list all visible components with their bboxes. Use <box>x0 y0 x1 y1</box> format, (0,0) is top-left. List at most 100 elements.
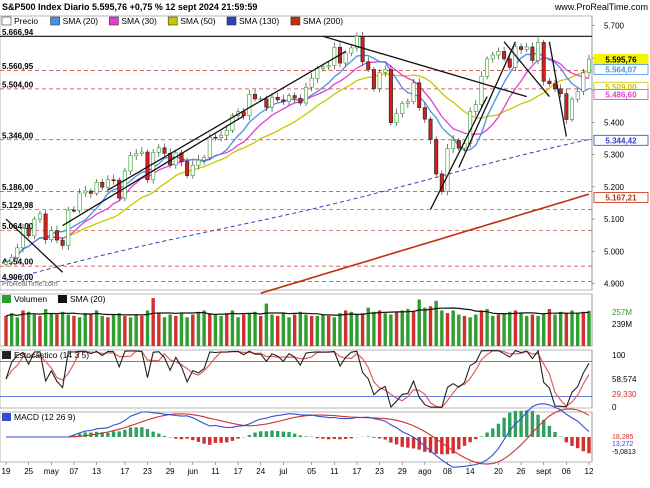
volume-bar <box>406 309 409 346</box>
volume-bar <box>451 310 454 346</box>
candle-body <box>519 47 522 50</box>
macd-hist-bar <box>106 433 109 437</box>
candle-body <box>553 84 556 89</box>
candle-body <box>508 59 511 67</box>
volume-bar <box>316 316 319 346</box>
volume-bar <box>525 316 528 346</box>
legend-swatch <box>2 413 11 421</box>
volume-bar <box>333 317 336 346</box>
volume-bar <box>89 315 92 346</box>
level-label: 5.560,95 <box>2 62 34 71</box>
volume-bar <box>282 313 285 346</box>
volume-bar <box>95 310 98 346</box>
candle-body <box>412 83 415 102</box>
macd-hist-bar <box>401 437 404 447</box>
last-value-label: 5.564,07 <box>605 65 637 74</box>
volume-bar <box>361 313 364 346</box>
candle-body <box>587 59 590 73</box>
candle-body <box>265 99 268 107</box>
volume-bar <box>502 313 505 346</box>
legend-label: Precio <box>14 16 38 26</box>
volume-bar <box>55 315 58 346</box>
candle-body <box>151 152 154 179</box>
price-tick-label: 5.200 <box>604 183 625 192</box>
volume-bar <box>514 310 517 346</box>
macd-hist-bar <box>440 437 443 454</box>
candle-body <box>401 103 404 113</box>
x-tick-label: jun <box>186 467 198 476</box>
candle-body <box>485 59 488 76</box>
x-tick-label: 13 <box>92 467 101 476</box>
stoch-d-last: 29,330 <box>612 390 637 399</box>
macd-hist-bar <box>185 437 188 439</box>
volume-bar <box>236 317 239 346</box>
volume-bar <box>163 317 166 346</box>
volume-bar <box>101 316 104 346</box>
macd-hist-bar <box>293 434 296 437</box>
x-tick-label: 08 <box>443 467 452 476</box>
candle-body <box>163 148 166 153</box>
volume-bar <box>304 315 307 346</box>
candle-body <box>378 72 381 88</box>
volume-bar <box>225 313 228 346</box>
volume-bar <box>468 317 471 346</box>
macd-hist-bar <box>389 437 392 443</box>
volume-bar <box>146 310 149 346</box>
volume-bar <box>118 313 121 346</box>
volume-bar <box>208 313 211 346</box>
volume-bar <box>519 313 522 346</box>
volume-bar <box>276 316 279 346</box>
macd-hist-bar <box>134 427 137 437</box>
candle-body <box>282 100 285 102</box>
volume-legend-label: Volumen <box>14 294 47 304</box>
volume-bar <box>559 312 562 346</box>
macd-hist-bar <box>350 437 353 438</box>
candle-body <box>287 96 290 102</box>
last-value-label: 5.595,76 <box>605 55 637 64</box>
x-tick-label: 20 <box>494 467 503 476</box>
price-tick-label: 4.900 <box>604 280 625 289</box>
macd-hist-bar <box>236 437 239 439</box>
macd-hist-bar <box>248 435 251 437</box>
volume-bar <box>508 312 511 346</box>
candle-body <box>446 148 449 191</box>
volume-bar <box>61 312 64 346</box>
macd-hist-bar <box>180 437 183 439</box>
candle-body <box>429 119 432 139</box>
volume-bar <box>168 315 171 346</box>
volume-bar <box>389 315 392 346</box>
candle-body <box>140 152 143 154</box>
candle-body <box>253 94 256 99</box>
candle-body <box>276 97 279 100</box>
volume-bar <box>265 304 268 346</box>
volume-bar <box>378 310 381 346</box>
candle-body <box>55 231 58 240</box>
volume-bar <box>214 315 217 346</box>
x-tick-label: 17 <box>352 467 361 476</box>
volume-bar <box>259 316 262 346</box>
candle-body <box>67 210 70 245</box>
volume-bar <box>395 312 398 346</box>
volume-bar <box>151 298 154 346</box>
macd-hist-bar <box>372 437 375 438</box>
volume-bar <box>338 313 341 346</box>
candle-body <box>542 42 545 81</box>
candle-body <box>525 47 528 50</box>
macd-legend-label: MACD (12 26 9) <box>14 412 76 422</box>
chart-title: S&P500 Index Diario 5.595,76 +0,75 % 12 … <box>2 2 257 12</box>
macd-hist-bar <box>333 437 336 439</box>
volume-bar <box>44 309 47 346</box>
volume-bar <box>485 309 488 346</box>
macd-hist-bar <box>276 431 279 437</box>
macd-hist-bar <box>304 436 307 437</box>
x-tick-label: 23 <box>375 467 384 476</box>
candle-body <box>367 62 370 70</box>
x-tick-label: 07 <box>69 467 78 476</box>
volume-bar <box>536 316 539 346</box>
macd-hist-bar <box>118 431 121 437</box>
candle-body <box>174 153 177 165</box>
x-tick-label: sept <box>536 467 552 476</box>
candle-body <box>491 55 494 59</box>
volume-bar <box>457 315 460 346</box>
